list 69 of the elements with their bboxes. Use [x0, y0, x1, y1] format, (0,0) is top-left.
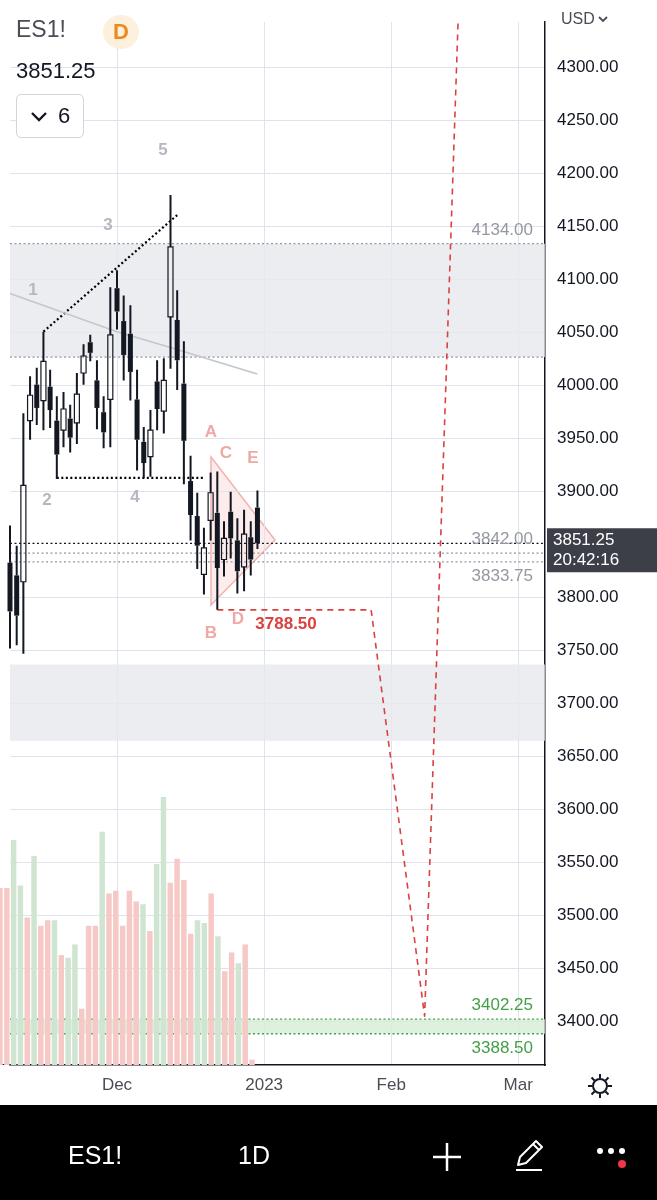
- y-tick-label: 3950.00: [557, 428, 619, 448]
- y-tick-label: 4300.00: [557, 57, 619, 77]
- bar: [208, 893, 214, 1065]
- ref-line-label: 3833.75: [471, 566, 533, 586]
- x-tick-label: 2023: [245, 1074, 284, 1094]
- y-tick-label: 3550.00: [557, 852, 619, 872]
- candlestick: [188, 454, 194, 542]
- bar: [24, 917, 30, 1065]
- y-tick-label: 3700.00: [557, 693, 619, 713]
- bar: [85, 925, 92, 1065]
- ref-line-label: 4134.00: [471, 219, 533, 239]
- ref-line-label: 3388.50: [471, 1037, 533, 1057]
- y-tick-label: 4100.00: [557, 269, 619, 289]
- x-tick-label: Mar: [503, 1074, 534, 1094]
- chart-title: ES1!: [16, 16, 66, 43]
- y-tick-label: 3400.00: [557, 1011, 619, 1031]
- y-tick-label: 3450.00: [557, 958, 619, 978]
- candlestick: [101, 395, 107, 450]
- bar: [222, 971, 228, 1065]
- annotation: 6: [57, 103, 71, 129]
- candlestick: [87, 333, 93, 363]
- ref-line-label: 3402.25: [471, 995, 533, 1015]
- bar: [4, 888, 10, 1065]
- annotation: D: [231, 608, 245, 628]
- candlestick: [94, 359, 100, 431]
- chart-title: ES1!: [68, 1141, 123, 1169]
- annotation: 3: [103, 214, 113, 234]
- y-tick-label: 4000.00: [557, 375, 619, 395]
- candlestick: [107, 286, 114, 449]
- candlestick: [181, 340, 187, 486]
- annotation: A: [204, 421, 218, 441]
- y-tick-label: 4250.00: [557, 110, 619, 130]
- candlestick: [121, 294, 127, 382]
- text: 1D: [238, 1141, 270, 1170]
- y-axis-title: USD: [561, 10, 595, 28]
- annotation: C: [219, 442, 233, 462]
- x-tick-label: Feb: [376, 1074, 406, 1094]
- y-tick-label: 3750.00: [557, 640, 619, 660]
- y-tick-label: 3500.00: [557, 905, 619, 925]
- annotation: B: [204, 622, 218, 642]
- data-label: 3788.50: [255, 613, 317, 633]
- annotation: 4: [130, 486, 141, 506]
- text: 3851.25: [16, 58, 96, 84]
- candlestick: [167, 193, 174, 370]
- y-tick-label: 4200.00: [557, 163, 619, 183]
- bar: [92, 925, 99, 1065]
- bar: [228, 952, 235, 1065]
- bar: [79, 1008, 85, 1065]
- bar: [147, 931, 153, 1065]
- annotation: 5: [158, 139, 168, 159]
- annotation: D: [103, 15, 139, 49]
- ref-line-label: 3842.00: [471, 529, 533, 549]
- x-tick-label: Dec: [101, 1074, 133, 1094]
- bar: [58, 955, 65, 1065]
- candlestick: [134, 368, 140, 472]
- candlestick: [114, 269, 120, 331]
- y-tick-label: 4150.00: [557, 216, 619, 236]
- text: 20:42:16: [553, 550, 620, 570]
- y-tick-label: 3800.00: [557, 587, 619, 607]
- annotation: E: [247, 447, 259, 467]
- y-tick-label: 3600.00: [557, 799, 619, 819]
- ref-line-label: 3851.25: [553, 530, 615, 550]
- annotation: 2: [42, 489, 52, 509]
- y-tick-label: 4050.00: [557, 322, 619, 342]
- candlestick: [80, 343, 87, 386]
- candlestick: [174, 289, 180, 391]
- y-tick-label: 3900.00: [557, 481, 619, 501]
- y-tick-label: 3650.00: [557, 746, 619, 766]
- candlestick: [127, 304, 133, 402]
